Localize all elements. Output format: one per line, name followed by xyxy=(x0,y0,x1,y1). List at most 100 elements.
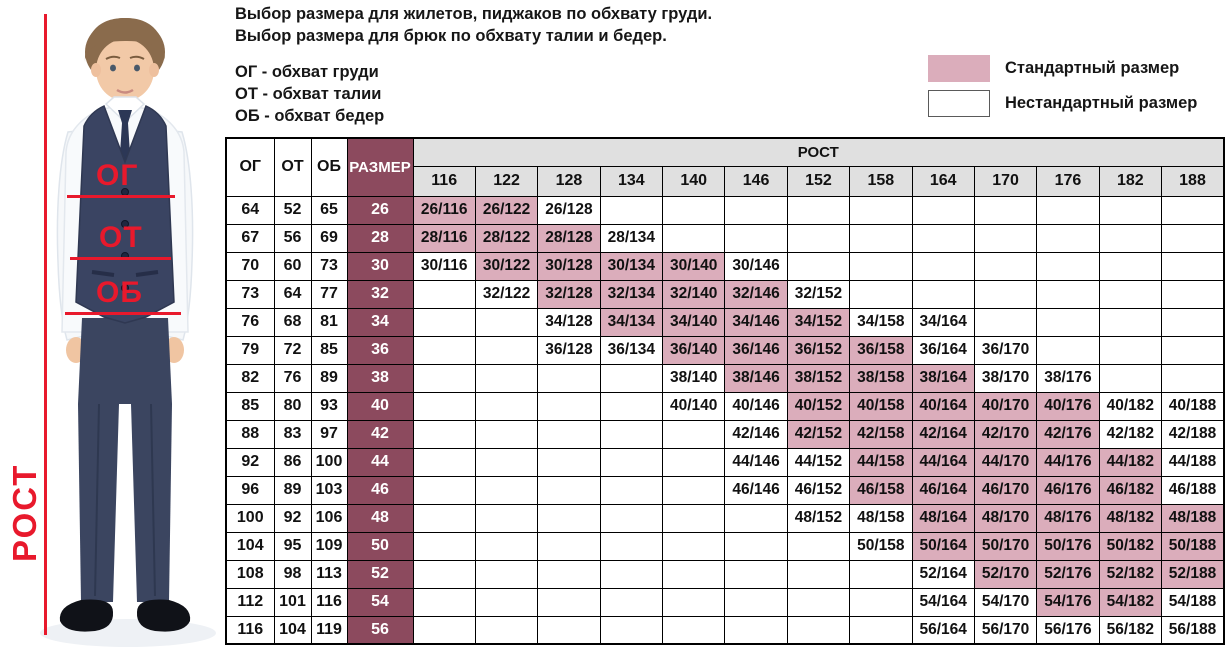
size-row-40: 85 80 93 40 40/140 40/146 40/152 40/158 40/164 40… xyxy=(225,391,1225,421)
og-value: 116 xyxy=(225,615,275,645)
empty-cell xyxy=(1036,223,1100,253)
combo-36-152-standard: 36/152 xyxy=(786,335,851,365)
combo-54-176-standard: 54/176 xyxy=(1036,587,1100,617)
ot-value: 76 xyxy=(273,363,312,393)
empty-cell xyxy=(786,251,851,281)
empty-cell xyxy=(599,391,664,421)
empty-cell xyxy=(474,307,539,337)
hips-measure-line xyxy=(65,312,181,315)
empty-cell xyxy=(474,615,539,645)
title-line-2: Выбор размера для брюк по обхвату талии … xyxy=(235,27,667,45)
combo-38-140-nonstandard: 38/140 xyxy=(661,363,726,393)
combo-50-170-standard: 50/170 xyxy=(973,531,1038,561)
combo-56-182-nonstandard: 56/182 xyxy=(1098,615,1163,645)
ob-value: 69 xyxy=(310,223,348,253)
empty-cell xyxy=(412,503,476,533)
combo-36-158-standard: 36/158 xyxy=(849,335,913,365)
empty-cell xyxy=(474,447,539,477)
size-row-44: 92 86 100 44 44/146 44/152 44/158 44/164 44/170 4… xyxy=(225,447,1225,477)
empty-cell xyxy=(537,475,601,505)
col-header-ОГ: ОГ xyxy=(225,137,275,197)
empty-cell xyxy=(537,447,601,477)
ob-value: 113 xyxy=(310,559,348,589)
empty-cell xyxy=(911,279,975,309)
rost-group-header: РОСТ xyxy=(412,137,1225,167)
empty-cell xyxy=(537,503,601,533)
combo-30-134-standard: 30/134 xyxy=(599,251,664,281)
empty-cell xyxy=(412,447,476,477)
empty-cell xyxy=(412,419,476,449)
combo-48-158-nonstandard: 48/158 xyxy=(849,503,913,533)
empty-cell xyxy=(1098,223,1163,253)
combo-36-134-nonstandard: 36/134 xyxy=(599,335,664,365)
combo-42-188-nonstandard: 42/188 xyxy=(1161,419,1225,449)
combo-42-146-nonstandard: 42/146 xyxy=(724,419,788,449)
ot-value: 104 xyxy=(273,615,312,645)
empty-cell xyxy=(724,615,788,645)
empty-cell xyxy=(1161,251,1225,281)
combo-40-176-standard: 40/176 xyxy=(1036,391,1100,421)
height-label: РОСТ xyxy=(6,463,43,562)
ob-value: 116 xyxy=(310,587,348,617)
col-header-РАЗМЕР: РАЗМЕР xyxy=(346,137,414,197)
empty-cell xyxy=(412,531,476,561)
combo-26-122-standard: 26/122 xyxy=(474,195,539,225)
empty-cell xyxy=(412,391,476,421)
combo-52-188-standard: 52/188 xyxy=(1161,559,1225,589)
size-row-34: 76 68 81 34 34/128 34/134 34/140 34/146 34/152 34… xyxy=(225,307,1225,337)
height-header-134: 134 xyxy=(599,165,664,197)
combo-52-176-standard: 52/176 xyxy=(1036,559,1100,589)
empty-cell xyxy=(1036,251,1100,281)
combo-50-158-nonstandard: 50/158 xyxy=(849,531,913,561)
og-value: 70 xyxy=(225,251,275,281)
empty-cell xyxy=(599,475,664,505)
og-value: 104 xyxy=(225,531,275,561)
combo-46-176-standard: 46/176 xyxy=(1036,475,1100,505)
height-header-188: 188 xyxy=(1161,165,1225,197)
empty-cell xyxy=(1098,335,1163,365)
empty-cell xyxy=(786,559,851,589)
og-value: 64 xyxy=(225,195,275,225)
empty-cell xyxy=(786,223,851,253)
empty-cell xyxy=(474,391,539,421)
empty-cell xyxy=(786,195,851,225)
legend-nonstandard-swatch xyxy=(928,90,990,117)
combo-38-164-standard: 38/164 xyxy=(911,363,975,393)
empty-cell xyxy=(849,223,913,253)
size-row-26: 64 52 65 26 26/116 26/122 26/128 xyxy=(225,195,1225,225)
size-row-46: 96 89 103 46 46/146 46/152 46/158 46/164 46/170 4… xyxy=(225,475,1225,505)
empty-cell xyxy=(973,279,1038,309)
combo-38-158-standard: 38/158 xyxy=(849,363,913,393)
combo-44-176-standard: 44/176 xyxy=(1036,447,1100,477)
empty-cell xyxy=(412,363,476,393)
og-value: 82 xyxy=(225,363,275,393)
combo-36-140-standard: 36/140 xyxy=(661,335,726,365)
combo-38-170-nonstandard: 38/170 xyxy=(973,363,1038,393)
combo-44-182-standard: 44/182 xyxy=(1098,447,1163,477)
size-value-30: 30 xyxy=(346,251,414,281)
ob-value: 119 xyxy=(310,615,348,645)
ot-value: 64 xyxy=(273,279,312,309)
combo-32-128-standard: 32/128 xyxy=(537,279,601,309)
combo-40-140-nonstandard: 40/140 xyxy=(661,391,726,421)
empty-cell xyxy=(849,587,913,617)
empty-cell xyxy=(724,503,788,533)
ob-value: 73 xyxy=(310,251,348,281)
combo-30-140-standard: 30/140 xyxy=(661,251,726,281)
height-header-116: 116 xyxy=(412,165,476,197)
empty-cell xyxy=(474,531,539,561)
empty-cell xyxy=(599,195,664,225)
combo-44-152-nonstandard: 44/152 xyxy=(786,447,851,477)
height-header-170: 170 xyxy=(973,165,1038,197)
combo-34-140-standard: 34/140 xyxy=(661,307,726,337)
combo-48-164-standard: 48/164 xyxy=(911,503,975,533)
height-header-164: 164 xyxy=(911,165,975,197)
combo-46-188-nonstandard: 46/188 xyxy=(1161,475,1225,505)
height-header-152: 152 xyxy=(786,165,851,197)
empty-cell xyxy=(911,251,975,281)
combo-54-188-nonstandard: 54/188 xyxy=(1161,587,1225,617)
size-table: ОГ ОТ ОБ РАЗМЕР РОСТ 116 122 128 134 140 146 152 158… xyxy=(225,137,1225,645)
size-value-50: 50 xyxy=(346,531,414,561)
ot-value: 52 xyxy=(273,195,312,225)
og-value: 92 xyxy=(225,447,275,477)
